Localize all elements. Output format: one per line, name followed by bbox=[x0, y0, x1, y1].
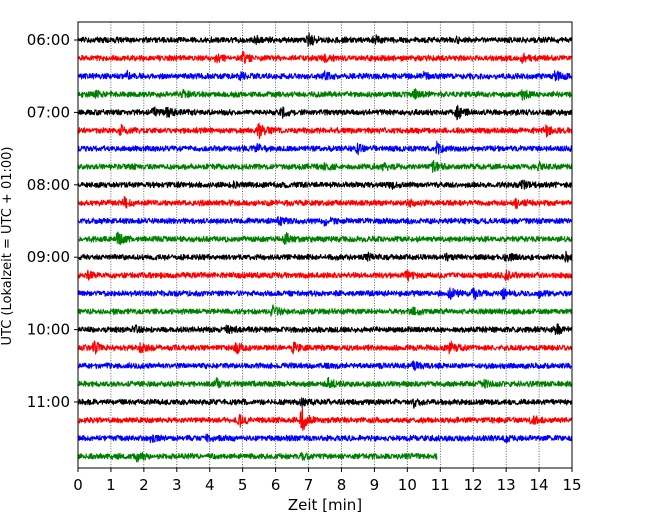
x-tick-label: 0 bbox=[73, 476, 83, 494]
x-tick-label: 8 bbox=[337, 476, 347, 494]
seismic-traces bbox=[77, 32, 573, 463]
seismic-trace bbox=[77, 433, 573, 444]
x-tick-label: 9 bbox=[370, 476, 380, 494]
seismic-trace bbox=[77, 451, 438, 463]
x-tick-label: 13 bbox=[497, 476, 516, 494]
x-tick-label: 4 bbox=[205, 476, 215, 494]
x-tick-label: 11 bbox=[431, 476, 450, 494]
y-tick-label: 10:00 bbox=[27, 321, 70, 339]
x-tick-label: 14 bbox=[530, 476, 549, 494]
x-tick-label: 15 bbox=[562, 476, 581, 494]
x-tick-label: 1 bbox=[106, 476, 116, 494]
x-tick-label: 6 bbox=[271, 476, 281, 494]
x-tick-label: 3 bbox=[172, 476, 182, 494]
y-tick-label: 06:00 bbox=[27, 31, 70, 49]
seismic-trace bbox=[77, 287, 573, 301]
seismic-trace bbox=[77, 376, 573, 389]
seismic-trace bbox=[77, 323, 573, 336]
y-axis-label: UTC (Lokalzeit = UTC + 01:00) bbox=[0, 147, 15, 346]
seismic-trace bbox=[77, 104, 573, 121]
seismic-trace bbox=[77, 122, 573, 140]
seismic-trace bbox=[77, 215, 573, 227]
seismic-trace bbox=[77, 407, 573, 431]
seismic-trace bbox=[77, 195, 573, 210]
seismic-trace bbox=[77, 159, 573, 173]
seismic-trace bbox=[77, 32, 573, 47]
x-tick-label: 10 bbox=[398, 476, 417, 494]
y-tick-label: 07:00 bbox=[27, 103, 70, 121]
y-tick-label: 11:00 bbox=[27, 393, 70, 411]
seismic-trace bbox=[77, 250, 573, 263]
seismic-trace bbox=[77, 340, 573, 355]
x-tick-label: 5 bbox=[238, 476, 248, 494]
seismic-trace bbox=[77, 269, 573, 282]
seismic-trace bbox=[77, 50, 573, 64]
x-axis-label: Zeit [min] bbox=[288, 496, 362, 514]
seismic-trace bbox=[77, 69, 573, 82]
plot-frame bbox=[77, 21, 573, 469]
seismic-trace bbox=[77, 179, 573, 191]
x-tick-label: 2 bbox=[139, 476, 149, 494]
x-axis: 0 1 2 3 4 5 6 7 8 9 10 11 12 13 14 15 bbox=[73, 468, 582, 494]
seismic-trace bbox=[77, 360, 573, 372]
seismic-trace bbox=[77, 397, 573, 409]
y-tick-label: 09:00 bbox=[27, 248, 70, 266]
x-tick-label: 12 bbox=[464, 476, 483, 494]
y-tick-label: 08:00 bbox=[27, 176, 70, 194]
seismic-trace bbox=[77, 88, 573, 101]
x-tick-label: 7 bbox=[304, 476, 314, 494]
seismic-trace bbox=[77, 140, 573, 156]
y-axis: 06:00 07:00 08:00 09:00 10:00 11:00 bbox=[27, 31, 78, 411]
seismic-trace bbox=[77, 231, 573, 245]
seismic-trace bbox=[77, 304, 573, 317]
